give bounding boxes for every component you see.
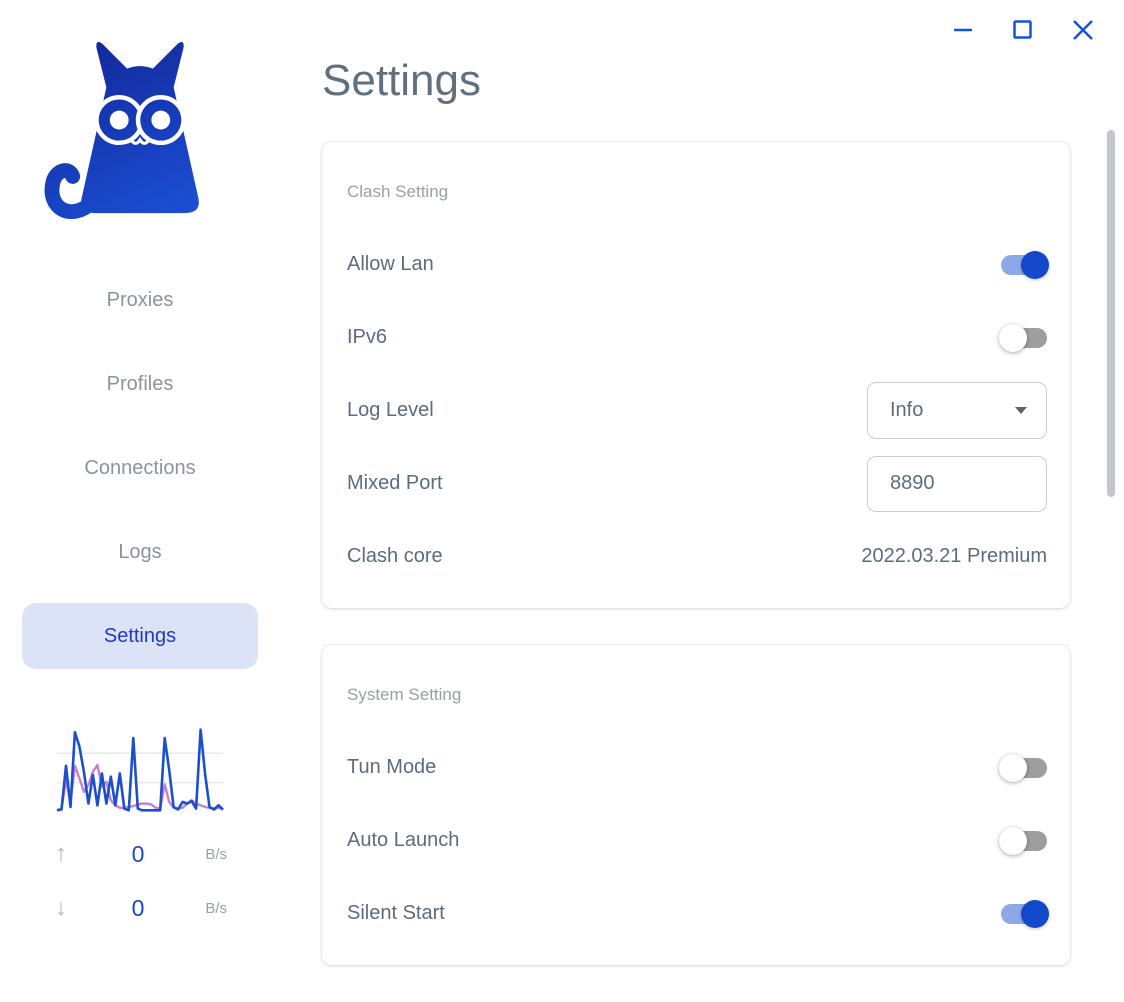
toggle-knob xyxy=(999,753,1027,782)
traffic-graph xyxy=(56,728,224,812)
setting-row-mixed-port: Mixed Port 8890 xyxy=(347,447,1047,520)
arrow-down-icon: ↓ xyxy=(55,894,67,921)
setting-label: Clash core xyxy=(347,545,443,567)
card-system-setting: System Setting Tun Mode Auto Launch Silent … xyxy=(322,645,1070,965)
setting-row-allow-lan: Allow Lan xyxy=(347,228,1049,301)
toggle-auto-launch[interactable] xyxy=(999,826,1047,855)
setting-row-ipv6: IPv6 xyxy=(347,301,1047,374)
setting-row-silent-start: Silent Start xyxy=(347,877,1049,950)
section-title: Clash Setting xyxy=(347,182,449,201)
cat-tail xyxy=(44,163,100,219)
window-controls xyxy=(948,15,1098,45)
traffic-line-blue xyxy=(56,728,224,812)
toggle-knob xyxy=(999,826,1027,855)
page-title: Settings xyxy=(322,56,481,105)
upload-speed-unit: B/s xyxy=(205,845,227,863)
toggle-knob xyxy=(1021,250,1049,279)
cat-mouth xyxy=(129,136,151,145)
cat-left-eye xyxy=(109,110,129,130)
section-title: System Setting xyxy=(347,685,462,704)
toggle-ipv6[interactable] xyxy=(999,323,1047,352)
setting-label: Allow Lan xyxy=(347,253,434,275)
traffic-down-row: ↓ 0 B/s xyxy=(55,892,227,924)
chevron-down-icon xyxy=(1015,407,1027,414)
maximize-icon xyxy=(1013,20,1032,39)
setting-label: Auto Launch xyxy=(347,829,460,851)
sidebar-nav: Proxies Profiles Connections Logs Settings xyxy=(0,267,280,687)
setting-row-log-level: Log Level Info xyxy=(347,374,1047,447)
upload-speed-value: 0 xyxy=(131,840,145,867)
sidebar: Proxies Profiles Connections Logs Settings ↑… xyxy=(0,0,280,937)
settings-sections: Clash Setting Allow Lan IPv6 Log Level Info M… xyxy=(322,142,1070,1002)
arrow-up-icon: ↑ xyxy=(55,840,67,867)
setting-label: IPv6 xyxy=(347,326,388,348)
sidebar-item-profiles[interactable]: Profiles xyxy=(106,372,174,395)
value-clash-core: 2022.03.21 Premium xyxy=(861,545,1047,567)
setting-row-tun-mode: Tun Mode xyxy=(347,731,1047,804)
setting-row-clash-core: Clash core 2022.03.21 Premium xyxy=(347,520,1047,593)
close-icon xyxy=(1073,20,1093,40)
main-content: Settings Clash Setting Allow Lan IPv6 Log L… xyxy=(280,0,1090,965)
sidebar-item-settings[interactable]: Settings xyxy=(22,603,258,669)
traffic-up-row: ↑ 0 B/s xyxy=(55,838,227,870)
clash-cat-logo xyxy=(44,42,199,219)
maximize-button[interactable] xyxy=(1008,15,1038,45)
sidebar-item-proxies[interactable]: Proxies xyxy=(106,288,174,311)
setting-label: Silent Start xyxy=(347,902,445,924)
minimize-button[interactable] xyxy=(948,15,978,45)
cat-right-eye xyxy=(151,110,171,130)
setting-label: Mixed Port xyxy=(347,472,443,494)
download-speed-unit: B/s xyxy=(205,899,227,917)
sidebar-item-connections[interactable]: Connections xyxy=(84,456,196,479)
select-value: Info xyxy=(890,399,924,421)
select-log-level[interactable]: Info xyxy=(867,382,1047,439)
card-clash-setting: Clash Setting Allow Lan IPv6 Log Level Info M… xyxy=(322,142,1070,608)
sidebar-item-logs[interactable]: Logs xyxy=(118,540,162,563)
toggle-allow-lan[interactable] xyxy=(1001,250,1049,279)
scrollbar-thumb[interactable] xyxy=(1107,130,1115,497)
toggle-knob xyxy=(999,323,1027,352)
close-button[interactable] xyxy=(1068,15,1098,45)
minimize-icon xyxy=(954,28,972,32)
input-mixed-port[interactable]: 8890 xyxy=(867,455,1047,512)
traffic-panel: ↑ 0 B/s ↓ 0 B/s xyxy=(0,718,280,937)
toggle-tun-mode[interactable] xyxy=(999,753,1047,782)
toggle-knob xyxy=(1021,899,1049,928)
toggle-silent-start[interactable] xyxy=(1001,899,1049,928)
download-speed-value: 0 xyxy=(131,894,145,921)
setting-label: Log Level xyxy=(347,399,434,421)
setting-row-auto-launch: Auto Launch xyxy=(347,804,1047,877)
setting-label: Tun Mode xyxy=(347,756,437,778)
